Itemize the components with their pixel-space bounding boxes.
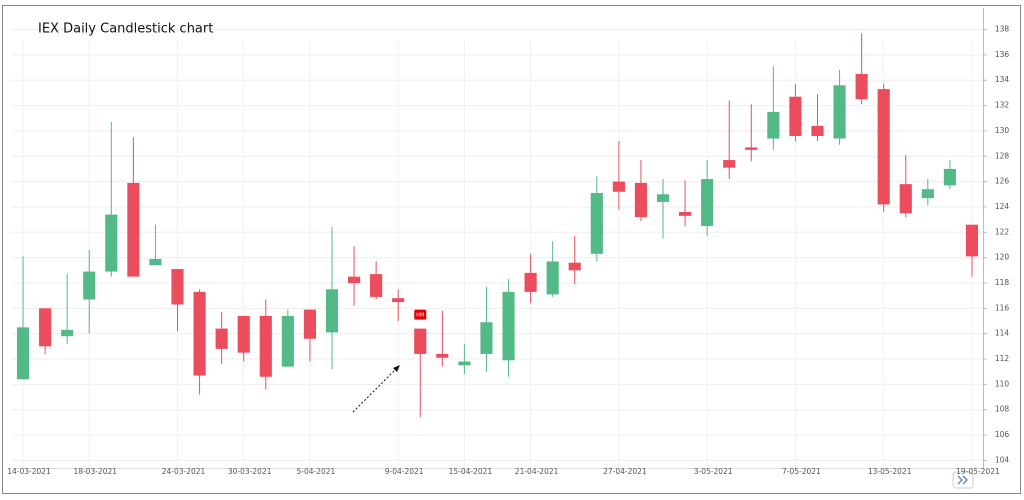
candle-body (656, 194, 670, 202)
annotation-label: HM (416, 313, 424, 319)
y-tick-label: 134 (995, 75, 1010, 84)
x-tick-label: 21-04-2021 (515, 467, 559, 476)
y-tick-label: 118 (995, 278, 1010, 287)
y-tick-label: 124 (995, 202, 1010, 211)
candle-body (502, 291, 515, 361)
candle-body (149, 258, 162, 266)
candle-body (745, 147, 758, 150)
grid (12, 29, 983, 468)
candle-body (83, 271, 96, 300)
candle-body (215, 328, 228, 349)
scroll-button[interactable] (952, 471, 974, 489)
candle-body (767, 111, 780, 139)
y-tick-label: 110 (995, 379, 1010, 388)
candle-body (303, 309, 316, 339)
candles (16, 33, 979, 418)
candle-body (237, 315, 250, 353)
candle-body (392, 298, 405, 302)
candle-body (877, 89, 890, 205)
candle-body (480, 322, 493, 354)
x-tick-label: 9-04-2021 (385, 467, 424, 476)
candle-body (855, 73, 868, 100)
x-tick-label: 18-03-2021 (73, 467, 117, 476)
y-tick-label: 112 (995, 354, 1010, 363)
candle-body (325, 289, 339, 333)
candle-body (414, 328, 427, 354)
scroll-icon[interactable] (957, 475, 969, 485)
y-tick-label: 136 (995, 50, 1010, 59)
y-tick-label: 114 (995, 329, 1010, 338)
x-tick-label: 14-03-2021 (7, 467, 51, 476)
candle-body (833, 85, 846, 139)
y-tick-label: 130 (995, 126, 1010, 135)
candle-body (612, 181, 625, 192)
x-tick-label: 19-05-2021 (956, 467, 1000, 476)
candle-body (39, 308, 52, 347)
annotation-badge (414, 309, 427, 320)
candle-body (679, 212, 692, 216)
y-tick-label: 104 (995, 455, 1010, 464)
candle-body (568, 262, 581, 271)
candle-body (899, 184, 912, 214)
candle-body (590, 193, 603, 254)
candle-body (16, 327, 30, 380)
candle-body (943, 168, 956, 186)
x-tick-label: 30-03-2021 (228, 467, 272, 476)
candle-body (811, 125, 824, 136)
candle-body (370, 274, 383, 297)
y-tick-label: 132 (995, 101, 1010, 110)
candle-body (127, 182, 140, 277)
y-tick-label: 126 (995, 177, 1010, 186)
candle-body (723, 160, 736, 168)
candle-body (193, 291, 206, 376)
y-tick-label: 108 (995, 405, 1010, 414)
x-tick-label: 13-05-2021 (868, 467, 912, 476)
candle-body (171, 269, 184, 305)
candle-body (436, 353, 449, 358)
y-tick-label: 138 (995, 25, 1010, 34)
y-tick-label: 122 (995, 227, 1010, 236)
candle-body (524, 272, 537, 292)
x-tick-label: 5-04-2021 (297, 467, 336, 476)
chart-title: IEX Daily Candlestick chart (38, 22, 213, 37)
candle-body (458, 361, 471, 366)
y-tick-label: 120 (995, 253, 1010, 262)
candle-body (546, 261, 559, 295)
candle-body (105, 214, 118, 272)
candle-body (634, 182, 648, 218)
arrow-head (393, 365, 400, 372)
y-tick-label: 116 (995, 303, 1010, 312)
candle-body (259, 315, 272, 377)
x-tick-label: 3-05-2021 (694, 467, 733, 476)
frame (2, 5, 1021, 494)
candle-body (61, 329, 74, 337)
x-tick-label: 24-03-2021 (162, 467, 206, 476)
candle-body (789, 96, 802, 136)
y-tick-label: 128 (995, 151, 1010, 160)
candle-body (965, 224, 979, 257)
candle-body (347, 276, 361, 283)
candle-body (921, 189, 934, 199)
x-tick-label: 7-05-2021 (782, 467, 821, 476)
candle-body (701, 179, 714, 226)
candle-body (281, 315, 294, 367)
y-tick-label: 106 (995, 430, 1010, 439)
x-tick-label: 15-04-2021 (449, 467, 493, 476)
x-tick-label: 27-04-2021 (603, 467, 647, 476)
